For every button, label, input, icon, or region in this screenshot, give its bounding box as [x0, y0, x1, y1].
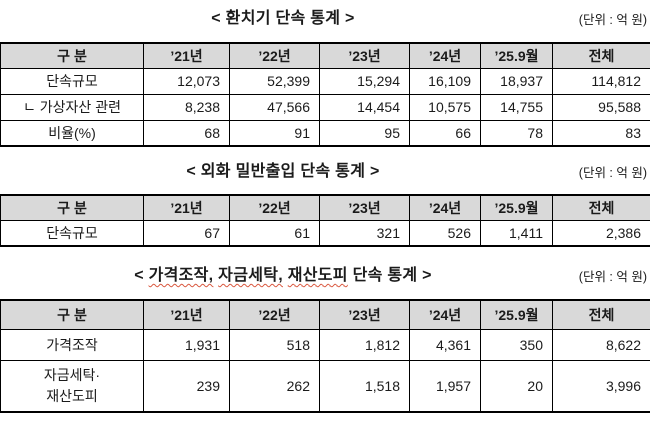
row-label: 단속규모 — [1, 220, 144, 246]
table-row-virtual-asset: ㄴ 가상자산 관련 8,238 47,566 14,454 10,575 14,… — [1, 94, 650, 120]
column-header-2023: ’23년 — [320, 195, 410, 220]
column-header-2023: ’23년 — [320, 300, 410, 329]
smuggling-table: 구 분 ’21년 ’22년 ’23년 ’24년 ’25.9월 전체 단속규모 6… — [0, 194, 650, 247]
cell-value: 67 — [144, 220, 230, 246]
column-header-total: 전체 — [553, 43, 650, 68]
manipulation-table: 구 분 ’21년 ’22년 ’23년 ’24년 ’25.9월 전체 가격조작 1… — [0, 299, 650, 413]
cell-value: 91 — [230, 120, 320, 146]
cell-value: 239 — [144, 360, 230, 412]
title-word-money-laundering: 자금세탁, — [218, 267, 283, 284]
cell-value: 78 — [481, 120, 553, 146]
row-label: 자금세탁· 재산도피 — [1, 360, 144, 412]
column-header-2024: ’24년 — [410, 43, 481, 68]
header-row: 구 분 ’21년 ’22년 ’23년 ’24년 ’25.9월 전체 — [1, 195, 650, 220]
cell-value: 18,937 — [481, 68, 553, 94]
table-row-enforcement-scale: 단속규모 67 61 321 526 1,411 2,386 — [1, 220, 650, 246]
unit-label: (단위 : 억 원) — [579, 12, 647, 28]
cell-value: 2,386 — [553, 220, 650, 246]
column-header-2023: ’23년 — [320, 43, 410, 68]
column-header-2022: ’22년 — [230, 43, 320, 68]
title-row: < 외화 밀반출입 단속 통계 > (단위 : 억 원) — [0, 161, 650, 182]
column-header-2021: ’21년 — [144, 300, 230, 329]
column-header-total: 전체 — [553, 195, 650, 220]
cell-value: 526 — [410, 220, 481, 246]
table-title-smuggling: < 외화 밀반출입 단속 통계 > — [0, 161, 566, 182]
column-header-2025-sep: ’25.9월 — [481, 300, 553, 329]
unit-label: (단위 : 억 원) — [579, 165, 647, 181]
cell-value: 4,361 — [410, 329, 481, 360]
cell-value: 3,996 — [553, 360, 650, 412]
cell-value: 47,566 — [230, 94, 320, 120]
cell-value: 262 — [230, 360, 320, 412]
column-header-2025-sep: ’25.9월 — [481, 43, 553, 68]
cell-value: 114,812 — [553, 68, 650, 94]
cell-value: 14,454 — [320, 94, 410, 120]
row-label: 비율(%) — [1, 120, 144, 146]
cell-value: 350 — [481, 329, 553, 360]
row-label: 단속규모 — [1, 68, 144, 94]
cell-value: 15,294 — [320, 68, 410, 94]
section-manipulation-laundering-stats: < 가격조작, 자금세탁, 재산도피 단속 통계 > (단위 : 억 원) 구 … — [0, 265, 650, 413]
cell-value: 52,399 — [230, 68, 320, 94]
column-header-category: 구 분 — [1, 43, 144, 68]
header-row: 구 분 ’21년 ’22년 ’23년 ’24년 ’25.9월 전체 — [1, 300, 650, 329]
title-word-price-manipulation: 가격조작, — [149, 267, 214, 284]
column-header-2022: ’22년 — [230, 300, 320, 329]
column-header-2021: ’21년 — [144, 43, 230, 68]
cell-value: 321 — [320, 220, 410, 246]
cell-value: 10,575 — [410, 94, 481, 120]
cell-value: 12,073 — [144, 68, 230, 94]
cell-value: 1,812 — [320, 329, 410, 360]
cell-value: 1,931 — [144, 329, 230, 360]
column-header-category: 구 분 — [1, 300, 144, 329]
column-header-2024: ’24년 — [410, 300, 481, 329]
column-header-2022: ’22년 — [230, 195, 320, 220]
title-row: < 가격조작, 자금세탁, 재산도피 단속 통계 > (단위 : 억 원) — [0, 265, 650, 286]
cell-value: 518 — [230, 329, 320, 360]
table-row-enforcement-scale: 단속규모 12,073 52,399 15,294 16,109 18,937 … — [1, 68, 650, 94]
cell-value: 61 — [230, 220, 320, 246]
cell-value: 1,957 — [410, 360, 481, 412]
table-row-laundering-flight: 자금세탁· 재산도피 239 262 1,518 1,957 20 3,996 — [1, 360, 650, 412]
cell-value: 1,411 — [481, 220, 553, 246]
title-row: < 환치기 단속 통계 > (단위 : 억 원) — [0, 8, 650, 29]
cell-value: 95 — [320, 120, 410, 146]
cell-value: 1,518 — [320, 360, 410, 412]
column-header-2024: ’24년 — [410, 195, 481, 220]
title-tail: 단속 통계 > — [353, 267, 432, 284]
cell-value: 68 — [144, 120, 230, 146]
cell-value: 14,755 — [481, 94, 553, 120]
hwanchigi-table: 구 분 ’21년 ’22년 ’23년 ’24년 ’25.9월 전체 단속규모 1… — [0, 42, 650, 147]
column-header-2021: ’21년 — [144, 195, 230, 220]
column-header-2025-sep: ’25.9월 — [481, 195, 553, 220]
row-label: 가격조작 — [1, 329, 144, 360]
table-row-price-manipulation: 가격조작 1,931 518 1,812 4,361 350 8,622 — [1, 329, 650, 360]
cell-value: 8,622 — [553, 329, 650, 360]
row-label: ㄴ 가상자산 관련 — [1, 94, 144, 120]
table-title-hwanchigi: < 환치기 단속 통계 > — [0, 8, 566, 29]
title-open-bracket: < — [134, 267, 144, 284]
table-row-ratio: 비율(%) 68 91 95 66 78 83 — [1, 120, 650, 146]
cell-value: 83 — [553, 120, 650, 146]
column-header-total: 전체 — [553, 300, 650, 329]
cell-value: 16,109 — [410, 68, 481, 94]
section-currency-smuggling-stats: < 외화 밀반출입 단속 통계 > (단위 : 억 원) 구 분 ’21년 ’2… — [0, 161, 650, 247]
header-row: 구 분 ’21년 ’22년 ’23년 ’24년 ’25.9월 전체 — [1, 43, 650, 68]
column-header-category: 구 분 — [1, 195, 144, 220]
cell-value: 95,588 — [553, 94, 650, 120]
cell-value: 8,238 — [144, 94, 230, 120]
title-word-asset-flight: 재산도피 — [288, 267, 348, 284]
section-hwanchigi-stats: < 환치기 단속 통계 > (단위 : 억 원) 구 분 ’21년 ’22년 ’… — [0, 8, 650, 147]
table-title-manipulation: < 가격조작, 자금세탁, 재산도피 단속 통계 > — [0, 265, 566, 286]
cell-value: 66 — [410, 120, 481, 146]
unit-label: (단위 : 억 원) — [579, 269, 647, 285]
cell-value: 20 — [481, 360, 553, 412]
